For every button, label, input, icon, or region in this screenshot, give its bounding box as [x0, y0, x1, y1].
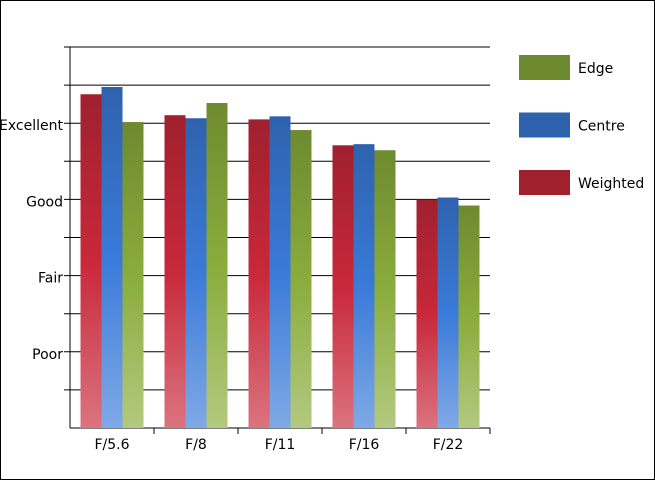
x-tick-label: F/16	[349, 437, 380, 453]
legend-label: Centre	[578, 119, 625, 135]
legend-swatch	[519, 170, 570, 195]
bar	[269, 116, 291, 428]
bar	[80, 94, 102, 428]
bar	[416, 199, 438, 428]
bar	[290, 130, 312, 429]
bar	[374, 150, 396, 428]
x-tick-label: F/5.6	[94, 437, 129, 453]
x-tick-label: F/22	[433, 437, 464, 453]
bar	[206, 103, 228, 428]
bar	[353, 144, 375, 428]
y-tick-label: Poor	[32, 347, 63, 363]
bar	[332, 145, 354, 428]
bar	[437, 197, 459, 428]
legend-swatch	[519, 112, 570, 138]
bar	[101, 87, 123, 428]
legend-label: Edge	[578, 61, 613, 77]
legend-swatch	[519, 55, 570, 80]
bar	[458, 205, 480, 428]
x-tick-label: F/8	[185, 437, 207, 453]
x-tick-label: F/11	[265, 437, 296, 453]
bar	[185, 118, 207, 428]
y-tick-label: Good	[26, 194, 63, 210]
y-tick-label: Fair	[38, 271, 63, 287]
bar	[248, 119, 270, 428]
bar	[122, 122, 144, 428]
y-tick-label: Excellent	[0, 118, 64, 134]
bar	[164, 115, 186, 428]
legend-label: Weighted	[578, 176, 644, 192]
